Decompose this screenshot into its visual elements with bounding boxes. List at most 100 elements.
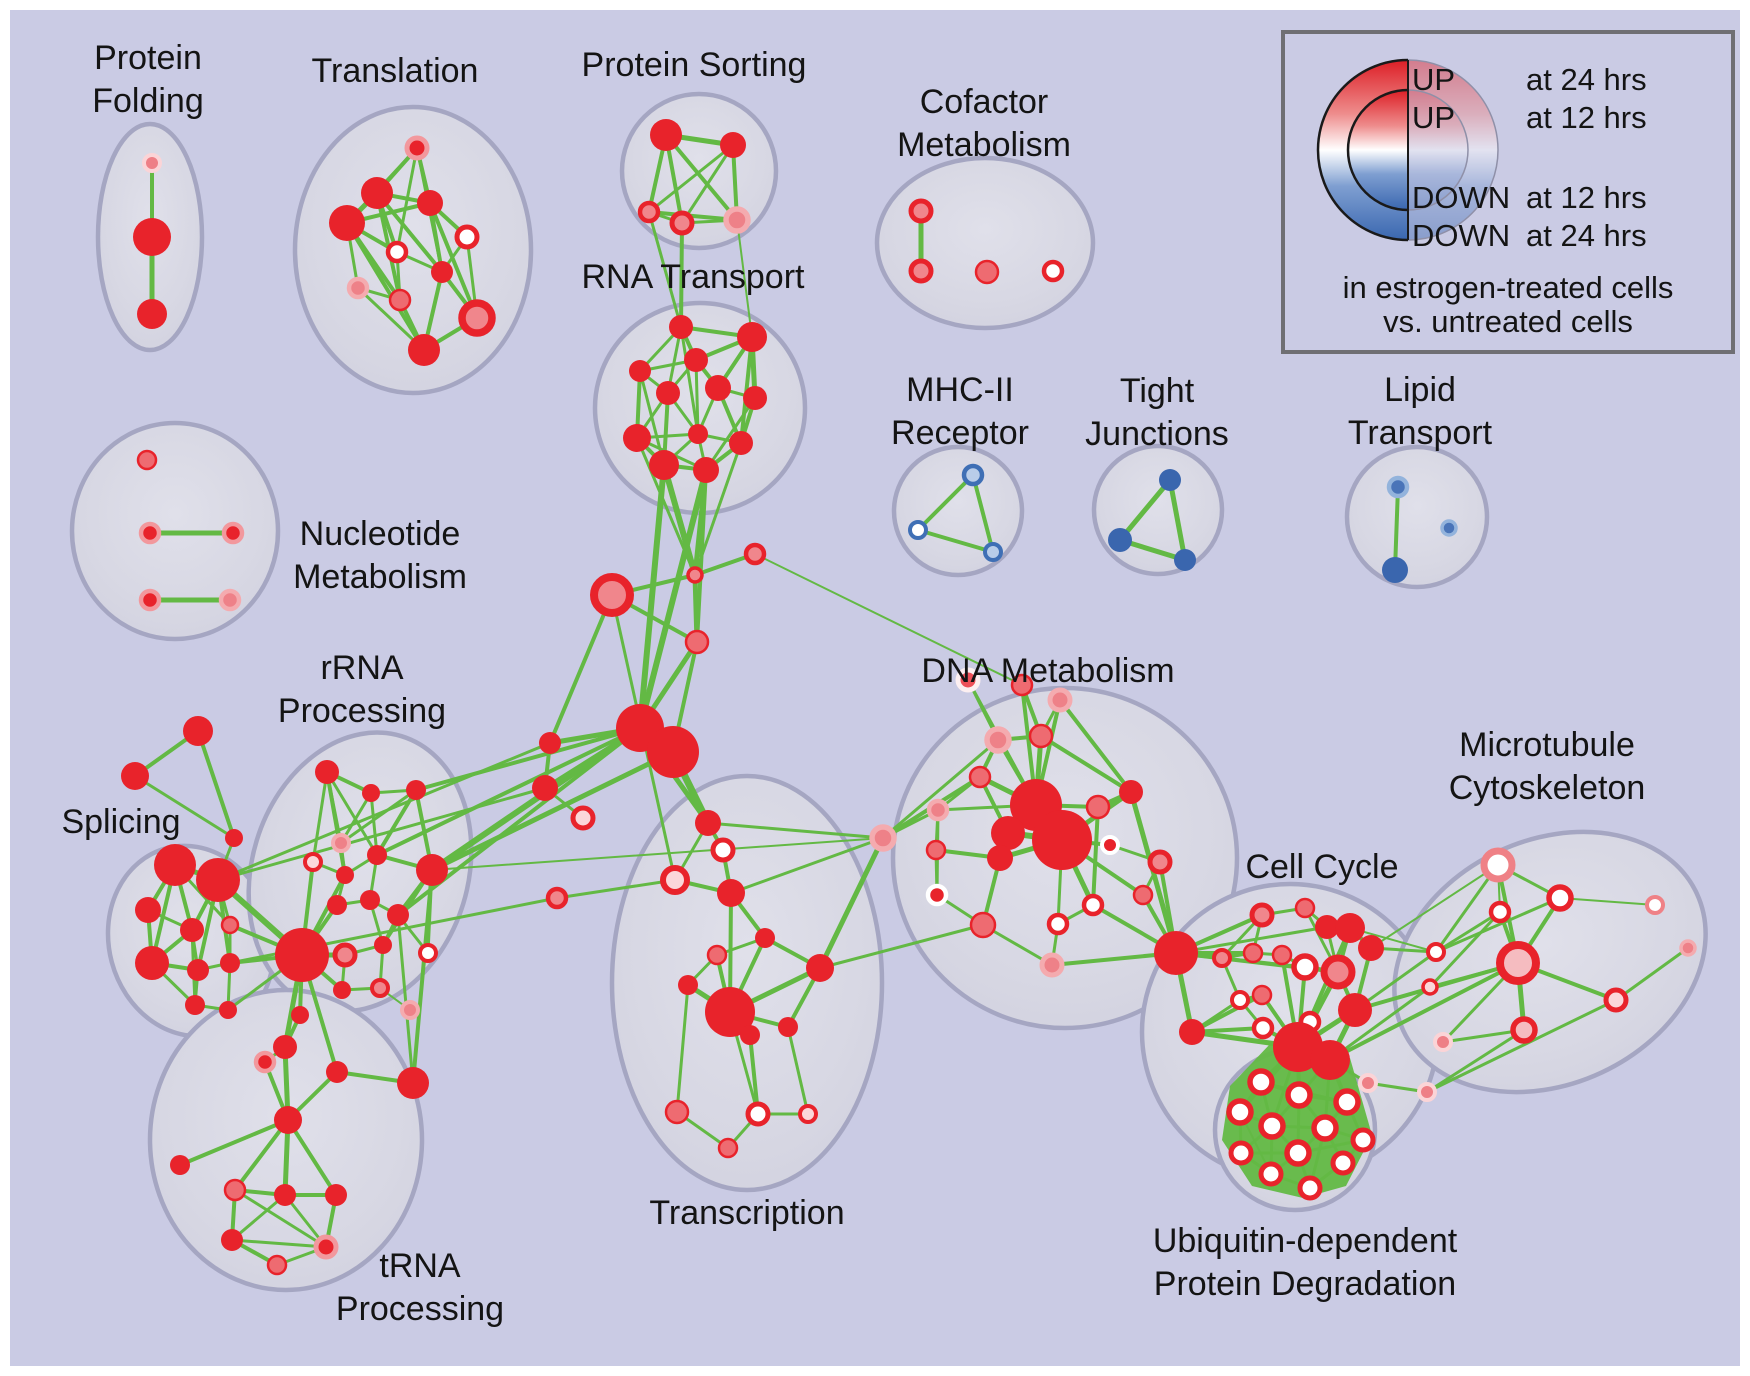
network-node	[333, 981, 351, 999]
network-edge	[754, 553, 1023, 686]
network-edge	[230, 1238, 328, 1249]
network-edge	[1190, 993, 1264, 1034]
network-node	[974, 259, 1000, 285]
network-edge	[429, 749, 676, 873]
network-edge	[637, 462, 667, 731]
legend-box	[1281, 30, 1735, 354]
network-node	[1119, 780, 1143, 804]
cluster-label-tight-junctions: Junctions	[1085, 415, 1229, 453]
cluster-label-ubiquitin-degradation: Ubiquitin-dependent	[1153, 1222, 1458, 1260]
network-node	[360, 890, 380, 910]
network-node	[678, 975, 698, 995]
network-node	[136, 449, 158, 471]
network-node	[650, 119, 682, 151]
network-node	[1046, 912, 1070, 936]
network-edge	[661, 462, 698, 578]
network-node	[1081, 893, 1105, 917]
network-node	[987, 845, 1013, 871]
network-node	[1154, 931, 1198, 975]
network-node	[669, 210, 695, 236]
network-edge	[1428, 910, 1502, 989]
network-node	[154, 844, 196, 886]
network-node	[908, 198, 934, 224]
network-node	[219, 1001, 237, 1019]
legend-outline-inner-left	[1346, 88, 1409, 212]
legend-row-time: at 12 hrs	[1526, 100, 1647, 135]
network-node	[669, 315, 693, 339]
network-node	[869, 824, 897, 852]
network-edge	[1393, 485, 1400, 572]
legend-row-direction: UP	[1412, 62, 1455, 97]
network-node	[408, 334, 440, 366]
network-node	[983, 542, 1003, 562]
nodes-layer	[121, 119, 1697, 1276]
legend-caption-line1: in estrogen-treated cells	[1343, 270, 1674, 305]
network-node	[1258, 1161, 1284, 1187]
network-edge	[881, 738, 1000, 840]
network-node	[1433, 1032, 1453, 1052]
network-edge	[647, 210, 683, 329]
network-edge	[1434, 863, 1500, 954]
network-edge	[548, 593, 614, 745]
network-node	[798, 1104, 818, 1124]
network-edge	[637, 467, 709, 731]
legend-row-direction: DOWN	[1412, 218, 1510, 253]
network-node	[532, 775, 558, 801]
network-node	[1330, 1150, 1356, 1176]
network-node	[1297, 1175, 1323, 1201]
network-edge	[1039, 734, 1133, 794]
network-node	[367, 845, 387, 865]
network-node	[1100, 835, 1120, 855]
network-node	[1358, 1073, 1378, 1093]
network-node	[1311, 1114, 1339, 1142]
network-node	[1242, 942, 1264, 964]
network-node	[221, 521, 245, 545]
network-node	[315, 760, 339, 784]
network-node	[925, 883, 949, 907]
network-node	[418, 943, 438, 963]
network-node	[223, 1178, 247, 1202]
network-node	[737, 322, 767, 352]
network-node	[1179, 1019, 1205, 1045]
legend-row-time: at 24 hrs	[1526, 218, 1647, 253]
network-node	[1147, 849, 1173, 875]
network-node	[417, 190, 443, 216]
network-node	[336, 866, 354, 884]
network-node	[135, 897, 161, 923]
cluster-label-microtubule-cytoskeleton: Cytoskeleton	[1449, 769, 1646, 807]
network-node	[170, 1155, 190, 1175]
network-edge	[325, 770, 379, 857]
cluster-label-microtubule-cytoskeleton: Microtubule	[1459, 726, 1635, 764]
network-node	[138, 521, 162, 545]
network-node	[1010, 673, 1034, 697]
network-edge	[369, 791, 379, 857]
network-node	[656, 381, 680, 405]
network-node	[710, 837, 736, 863]
network-node	[1386, 475, 1410, 499]
network-node	[647, 726, 699, 778]
network-edge	[345, 221, 426, 352]
network-node	[1085, 794, 1111, 820]
network-node	[274, 1106, 302, 1134]
network-node	[388, 288, 412, 312]
network-edge	[216, 786, 547, 882]
cluster-label-trna-processing: tRNA	[379, 1247, 461, 1285]
network-node	[326, 1061, 348, 1083]
cluster-label-tight-junctions: Tight	[1120, 372, 1195, 410]
network-node	[539, 732, 561, 754]
network-node	[275, 928, 329, 982]
network-node	[274, 1184, 296, 1206]
network-node	[570, 805, 596, 831]
network-edge	[971, 473, 995, 554]
network-node	[1333, 1088, 1361, 1116]
network-node	[729, 431, 753, 455]
network-node	[745, 1101, 771, 1127]
network-node	[991, 816, 1025, 850]
cluster-label-lipid-transport: Transport	[1348, 414, 1493, 452]
network-node	[1230, 990, 1250, 1010]
network-node	[273, 1035, 297, 1059]
network-node	[1285, 1081, 1313, 1109]
network-edge	[704, 396, 757, 472]
network-node	[1249, 902, 1275, 928]
network-node	[1310, 1040, 1350, 1080]
